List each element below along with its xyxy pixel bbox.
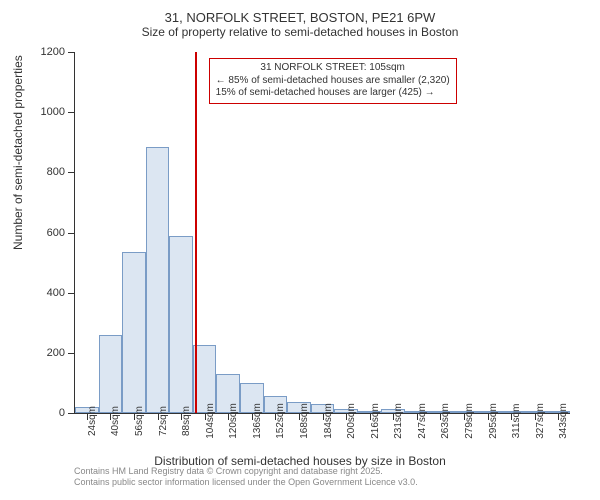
y-tick: [68, 353, 74, 354]
chart-title-main: 31, NORFOLK STREET, BOSTON, PE21 6PW: [10, 10, 590, 25]
chart-container: 31, NORFOLK STREET, BOSTON, PE21 6PW Siz…: [10, 10, 590, 490]
plot-area: 02004006008001000120024sqm40sqm56sqm72sq…: [74, 52, 570, 414]
x-tick-label: 343sqm: [558, 403, 569, 439]
x-tick-label: 24sqm: [87, 406, 98, 436]
chart-title-sub: Size of property relative to semi-detach…: [10, 25, 590, 39]
annotation-line: 31 NORFOLK STREET: 105sqm: [216, 62, 450, 75]
marker-line: [195, 52, 197, 413]
x-tick-label: 263sqm: [440, 403, 451, 439]
x-tick-label: 168sqm: [299, 403, 310, 439]
x-tick-label: 136sqm: [252, 403, 263, 439]
y-axis-label: Number of semi-detached properties: [11, 55, 25, 250]
y-tick-label: 1000: [41, 106, 65, 118]
x-tick-label: 231sqm: [393, 403, 404, 439]
x-tick-label: 311sqm: [511, 404, 522, 439]
annotation-box: 31 NORFOLK STREET: 105sqm← 85% of semi-d…: [209, 58, 457, 104]
histogram-bar: [122, 252, 146, 413]
x-tick-label: 216sqm: [370, 403, 381, 439]
attribution-text: Contains HM Land Registry data © Crown c…: [74, 466, 418, 488]
x-tick-label: 152sqm: [275, 403, 286, 439]
y-tick: [68, 413, 74, 414]
x-tick-label: 104sqm: [205, 403, 216, 439]
x-tick-label: 88sqm: [181, 406, 192, 436]
histogram-bar: [146, 147, 170, 413]
y-tick: [68, 293, 74, 294]
y-tick-label: 600: [47, 227, 65, 239]
x-tick-label: 295sqm: [488, 403, 499, 439]
x-tick-label: 200sqm: [346, 403, 357, 439]
y-tick: [68, 112, 74, 113]
y-tick-label: 800: [47, 166, 65, 178]
y-tick: [68, 233, 74, 234]
x-tick-label: 279sqm: [464, 403, 475, 439]
y-tick-label: 200: [47, 347, 65, 359]
x-tick-label: 56sqm: [134, 406, 145, 436]
x-tick-label: 72sqm: [158, 406, 169, 436]
attribution-line-2: Contains public sector information licen…: [74, 477, 418, 488]
y-tick: [68, 172, 74, 173]
y-tick-label: 0: [59, 407, 65, 419]
y-tick-label: 1200: [41, 46, 65, 58]
x-tick-label: 40sqm: [110, 406, 121, 436]
y-tick-label: 400: [47, 287, 65, 299]
x-tick-label: 120sqm: [228, 403, 239, 439]
annotation-line: 15% of semi-detached houses are larger (…: [216, 87, 450, 100]
attribution-line-1: Contains HM Land Registry data © Crown c…: [74, 466, 418, 477]
y-tick: [68, 52, 74, 53]
annotation-line: ← 85% of semi-detached houses are smalle…: [216, 75, 450, 88]
x-tick-label: 327sqm: [535, 403, 546, 439]
histogram-bar: [99, 335, 123, 413]
histogram-bar: [169, 236, 193, 413]
x-tick-label: 247sqm: [417, 403, 428, 439]
x-tick-label: 184sqm: [323, 403, 334, 439]
